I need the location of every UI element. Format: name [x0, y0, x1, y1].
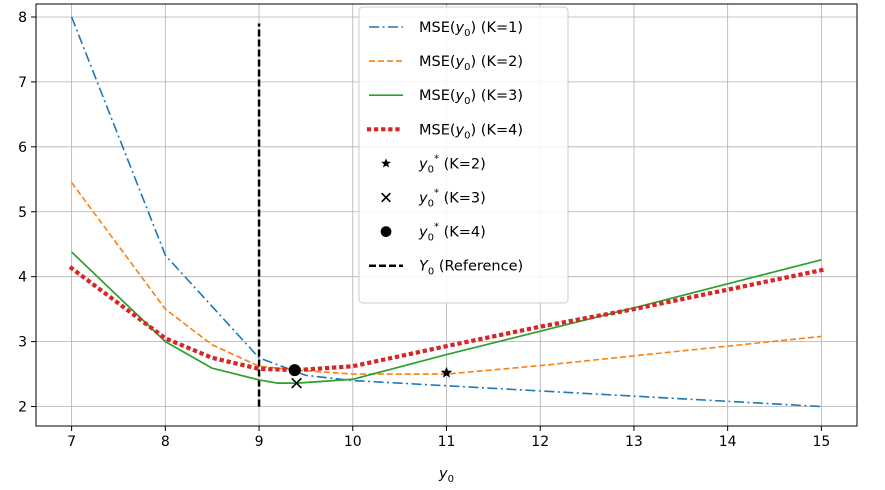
legend-handle-circle — [380, 226, 392, 238]
y-tick-label: 2 — [18, 400, 27, 416]
legend-label-k3: MSE(y0) (K=3) — [419, 88, 523, 107]
legend-box — [358, 6, 569, 304]
legend: MSE(y0) (K=1) MSE(y0) (K=2) MSE(y0) (K=3) M… — [358, 6, 569, 304]
y-tick-label: 7 — [18, 75, 27, 91]
series-line-k1 — [70, 16, 822, 408]
x-tick-label: 10 — [344, 434, 362, 450]
x-tick-label: 7 — [67, 434, 76, 450]
legend-label-reference: Y0 (Reference) — [419, 259, 523, 278]
x-tick-label: 14 — [719, 434, 737, 450]
x-tick-label: 12 — [531, 434, 549, 450]
y-tick-label: 3 — [18, 335, 27, 351]
y-tick-label: 4 — [18, 270, 27, 286]
x-axis-ticks: 7 8 9 10 11 12 13 14 15 — [67, 426, 830, 450]
legend-label-k1: MSE(y0) (K=1) — [419, 20, 523, 39]
x-tick-label: 8 — [161, 434, 170, 450]
x-axis-label: y0 — [438, 466, 454, 485]
series-line-k4 — [68, 265, 824, 373]
y-tick-label: 6 — [18, 140, 27, 156]
series-layer — [68, 16, 824, 408]
marker-layer — [288, 364, 453, 389]
legend-label-k2: MSE(y0) (K=2) — [419, 54, 523, 73]
legend-label-marker-circle: y0* (K=4) — [418, 222, 486, 244]
legend-handle-star — [381, 158, 391, 168]
x-tick-label: 11 — [438, 434, 456, 450]
x-tick-label: 15 — [812, 434, 830, 450]
x-tick-label: 13 — [625, 434, 643, 450]
legend-handle-x — [381, 192, 391, 203]
legend-label-k4: MSE(y0) (K=4) — [419, 122, 523, 141]
optimum-marker-circle — [288, 364, 301, 377]
optimum-marker-star — [440, 366, 453, 378]
optimum-marker-x — [291, 377, 302, 389]
y-tick-label: 5 — [18, 205, 27, 221]
y-axis-ticks: 2 3 4 5 6 7 8 — [18, 10, 36, 416]
y-tick-label: 8 — [18, 10, 27, 26]
x-tick-label: 9 — [255, 434, 264, 450]
legend-label-marker-star: y0* (K=2) — [418, 153, 486, 175]
legend-label-marker-x: y0* (K=3) — [418, 188, 486, 210]
series-line-k2 — [70, 182, 822, 375]
